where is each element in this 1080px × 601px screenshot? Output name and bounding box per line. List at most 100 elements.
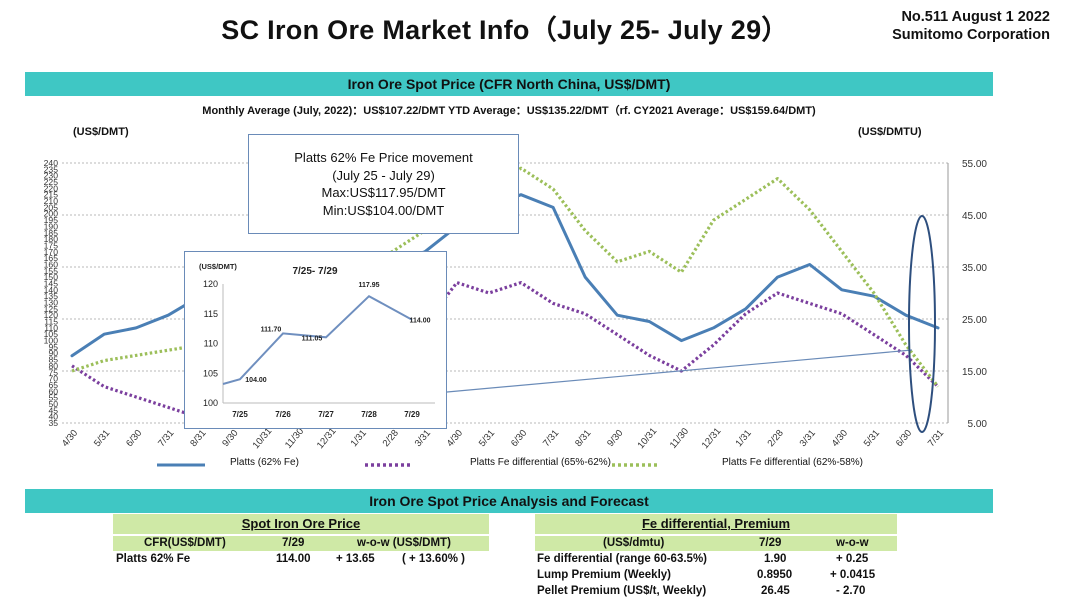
inset-x-tick-label: 7/26	[275, 410, 291, 419]
fe-row-0-label: Fe differential (range 60-63.5%)	[537, 553, 707, 565]
recent-week-highlight	[908, 215, 936, 433]
fe-row-2-label: Pellet Premium (US$/t, Weekly)	[537, 585, 707, 597]
x-tick-label: 4/30	[60, 428, 80, 449]
inset-x-tick-label: 7/27	[318, 410, 334, 419]
inset-data-label: 114.00	[409, 318, 430, 325]
inset-y-ticks: 120 115 110 105 100	[203, 279, 218, 408]
left-tick-label: 180	[44, 234, 59, 244]
left-tick-label: 165	[44, 253, 59, 263]
inset-x-tick-label: 7/25	[232, 410, 248, 419]
main-chart-grid	[62, 162, 949, 424]
callout-max: Max:US$117.95/DMT	[321, 185, 446, 200]
left-tick-label: 40	[48, 412, 58, 422]
right-axis-unit: (US$/DMTU)	[858, 126, 922, 138]
inset-x-tick-label: 7/29	[404, 410, 420, 419]
x-tick-label: 3/31	[798, 428, 818, 449]
inset-data-label: 111.70	[261, 326, 282, 333]
fe-row-1-value: 0.8950	[757, 569, 793, 581]
left-tick-label: 75	[48, 367, 58, 377]
left-tick-label: 100	[44, 336, 59, 346]
x-tick-label: 5/31	[862, 428, 882, 449]
x-tick-label: 4/30	[445, 428, 465, 449]
x-tick-label: 10/31	[636, 426, 660, 451]
left-tick-label: 105	[44, 329, 59, 339]
weekly-inset-chart: (US$/DMT) 7/25- 7/29 120 115 110 105 100 7/2…	[184, 251, 447, 429]
fe-col-date: 7/29	[759, 537, 782, 549]
left-axis-ticks: 2402352302252202152102052001951901851801…	[44, 158, 59, 428]
spot-price-band: Iron Ore Spot Price (CFR North China, US…	[25, 72, 993, 96]
x-tick-label: 4/30	[830, 428, 850, 449]
fe-table-header-row	[535, 536, 897, 551]
spot-col-wow: w-o-w (US$/DMT)	[357, 537, 451, 549]
x-tick-label: 12/31	[700, 426, 724, 451]
inset-x-tick-label: 7/28	[361, 410, 377, 419]
left-tick-label: 215	[44, 190, 59, 200]
x-tick-label: 7/31	[541, 428, 561, 449]
x-tick-label: 3/31	[413, 428, 433, 449]
left-tick-label: 45	[48, 405, 58, 415]
spot-row-label: Platts 62% Fe	[116, 553, 191, 565]
inset-chart-svg: (US$/DMT) 7/25- 7/29 120 115 110 105 100 7/2…	[199, 262, 435, 419]
inset-unit-label: (US$/DMT)	[199, 262, 237, 271]
issue-info: No.511 August 1 2022 Sumitomo Corporatio…	[892, 8, 1050, 44]
spot-row-wow: + 13.65	[336, 553, 375, 565]
x-tick-label: 5/31	[92, 428, 112, 449]
right-tick-label: 5.00	[968, 419, 988, 430]
inset-data-label: 111.05	[302, 335, 323, 342]
fe-row-0-wow: + 0.25	[836, 553, 869, 565]
legend-diff58-label: Platts Fe differential (62%-58%)	[722, 457, 863, 468]
inset-connector-line	[446, 349, 913, 393]
left-axis-unit: (US$/DMT)	[73, 126, 129, 138]
inset-y-tick-label: 100	[203, 398, 218, 408]
x-tick-label: 6/30	[509, 428, 529, 449]
left-tick-label: 205	[44, 202, 59, 212]
x-tick-label: 7/31	[156, 428, 176, 449]
x-tick-label: 8/31	[188, 428, 208, 449]
callout-title: Platts 62% Fe Price movement	[294, 150, 473, 165]
price-movement-callout: Platts 62% Fe Price movement (July 25 - …	[248, 134, 519, 234]
left-tick-label: 125	[44, 304, 59, 314]
left-tick-label: 120	[44, 310, 59, 320]
left-tick-label: 90	[48, 348, 58, 358]
legend-diff65-label: Platts Fe differential (65%-62%)	[470, 457, 611, 468]
analysis-band: Iron Ore Spot Price Analysis and Forecas…	[25, 489, 993, 513]
inset-y-tick-label: 105	[203, 368, 218, 378]
inset-grid	[222, 284, 435, 404]
fe-row-2-value: 26.45	[761, 585, 790, 597]
left-tick-label: 155	[44, 266, 59, 276]
inset-y-tick-label: 110	[204, 339, 218, 349]
fe-row-1-label: Lump Premium (Weekly)	[537, 569, 671, 581]
left-tick-label: 135	[44, 291, 59, 301]
x-tick-label: 5/31	[477, 428, 497, 449]
left-tick-label: 55	[48, 393, 58, 403]
fe-col-wow: w-o-w	[836, 537, 869, 549]
callout-dates: (July 25 - July 29)	[332, 167, 435, 183]
right-tick-label: 25.00	[962, 315, 987, 326]
left-tick-label: 85	[48, 355, 58, 365]
left-tick-label: 110	[44, 323, 58, 333]
fe-row-0-value: 1.90	[764, 553, 787, 565]
left-tick-label: 160	[44, 259, 59, 269]
spot-col-date: 7/29	[282, 537, 305, 549]
inset-price-line	[222, 294, 413, 385]
fe-table-title: Fe differential, Premium	[535, 514, 897, 534]
callout-min: Min:US$104.00/DMT	[322, 202, 445, 218]
x-tick-label: 2/28	[381, 428, 401, 449]
x-tick-label: 1/31	[733, 428, 753, 449]
left-tick-label: 65	[48, 380, 58, 390]
left-tick-label: 145	[44, 278, 59, 288]
x-tick-label: 1/31	[349, 428, 369, 449]
left-tick-label: 35	[48, 418, 58, 428]
issue-number: No.511 August 1 2022	[901, 9, 1050, 25]
inset-series: 104.00 111.70 111.05 117.95 114.00	[222, 282, 431, 385]
fe-row-2-wow: - 2.70	[836, 585, 866, 597]
left-tick-label: 175	[44, 240, 59, 250]
spot-col-cfr: CFR(US$/DMT)	[144, 537, 226, 549]
left-tick-label: 220	[44, 183, 59, 193]
left-tick-label: 230	[44, 171, 59, 181]
right-tick-label: 15.00	[962, 367, 987, 378]
spot-table-header-row	[113, 536, 489, 551]
left-tick-label: 70	[48, 374, 58, 384]
left-tick-label: 225	[44, 177, 59, 187]
right-axis-ticks: 55.00 45.00 35.00 25.00 15.00 5.00	[962, 159, 987, 430]
